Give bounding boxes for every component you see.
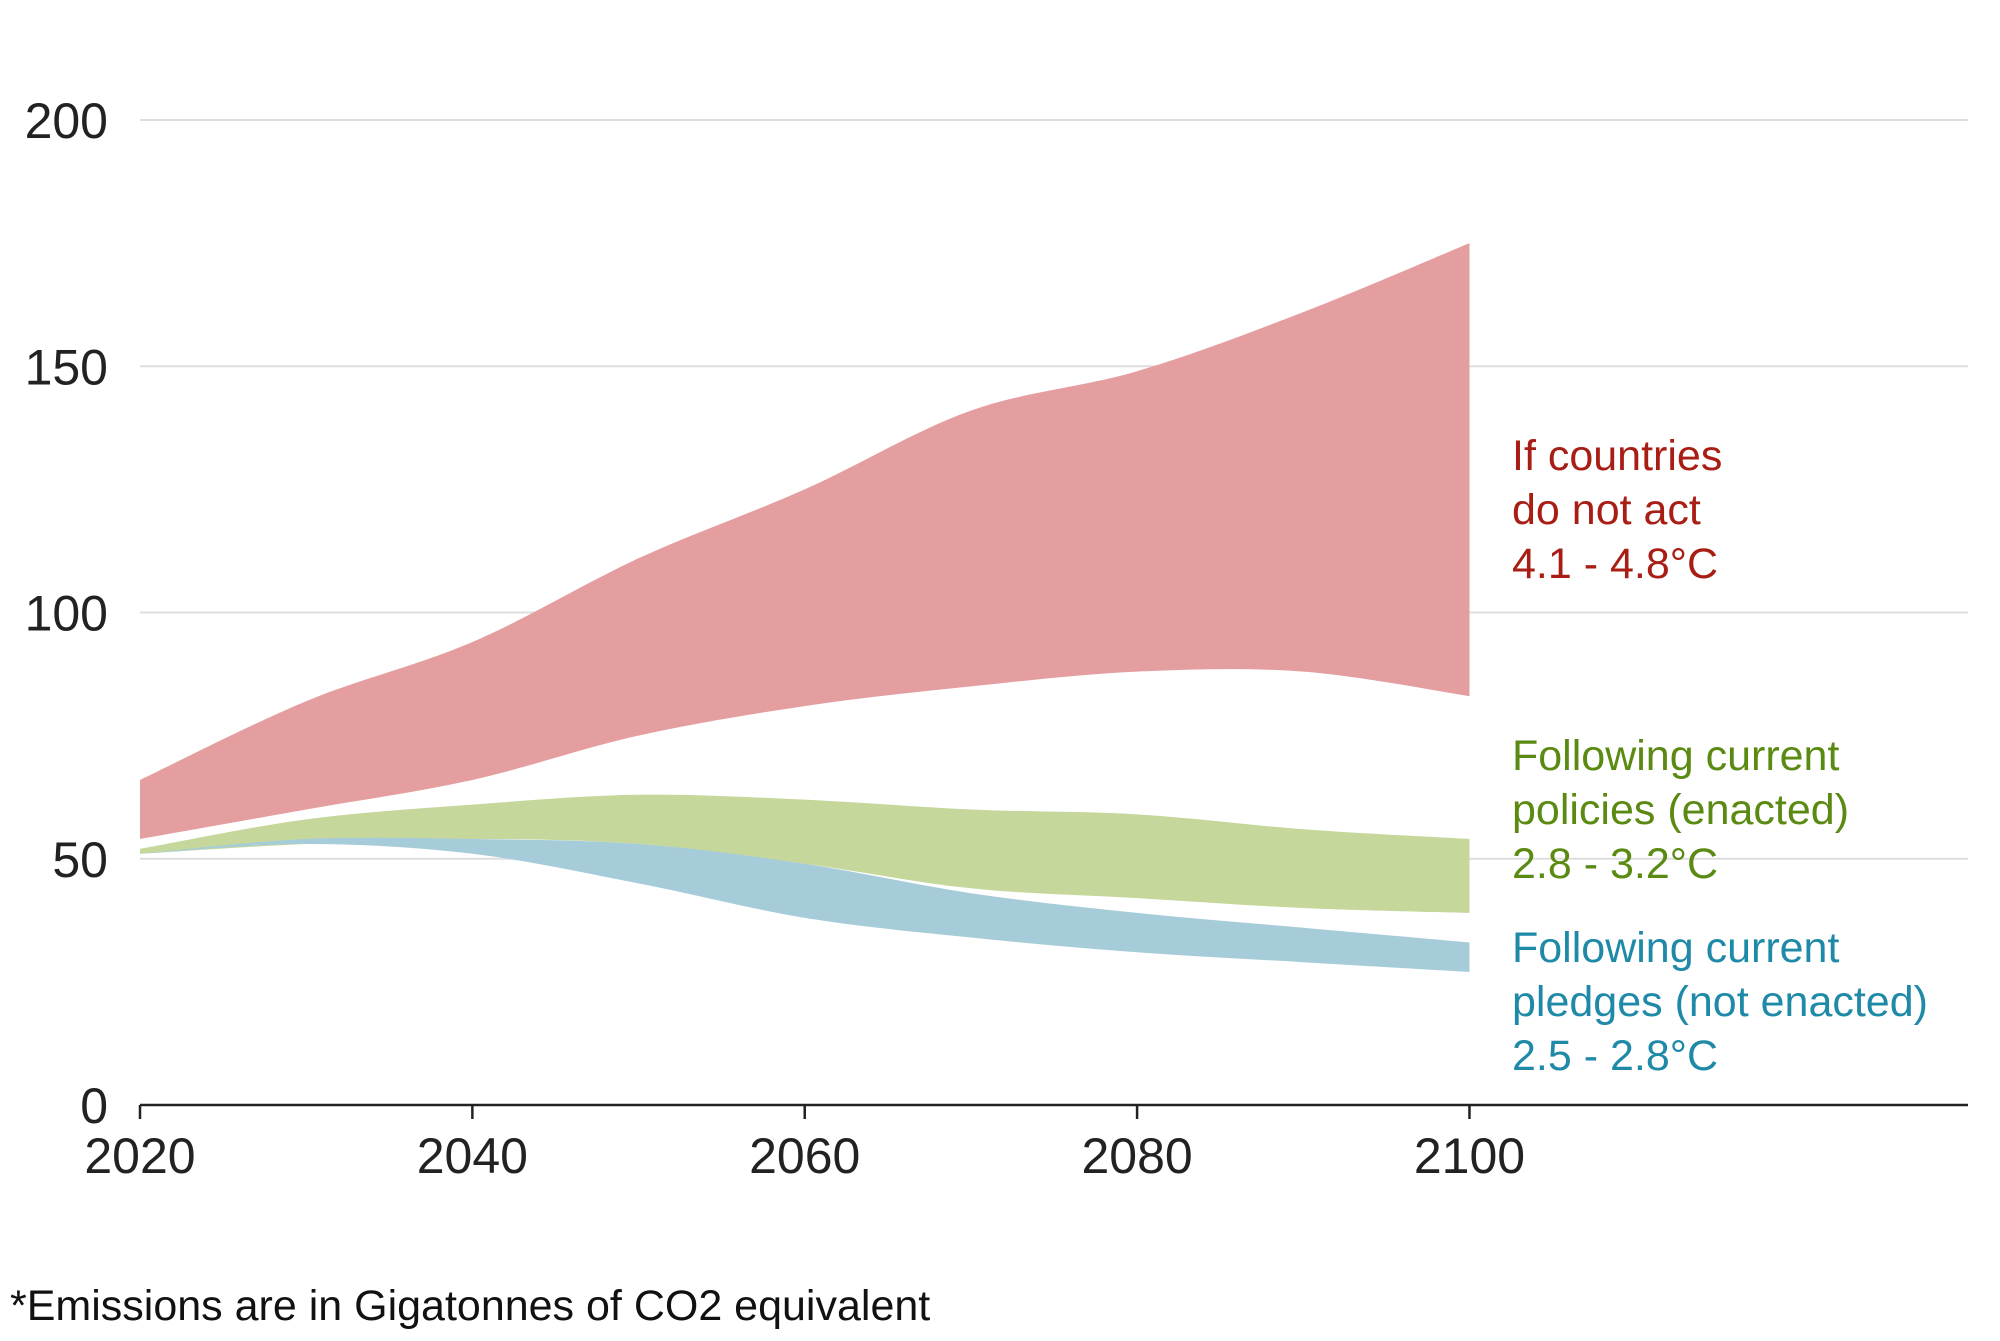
footnote: *Emissions are in Gigatonnes of CO2 equi…: [10, 1282, 931, 1330]
series-label-line: 2.5 - 2.8°C: [1512, 1032, 1718, 1080]
axes: 0 50 100 150 200 2020 2040 2060 2080 2100: [25, 93, 1968, 1184]
y-tick-label: 100: [25, 586, 108, 642]
y-tick-label: 150: [25, 339, 108, 395]
x-tick-label: 2100: [1414, 1128, 1525, 1184]
series-label-line: If countries: [1512, 432, 1722, 480]
y-tick-label: 200: [25, 93, 108, 149]
y-tick-label: 50: [52, 832, 108, 888]
series-label-line: policies (enacted): [1512, 786, 1849, 834]
x-tick-label: 2020: [84, 1128, 195, 1184]
series-label-line: 2.8 - 3.2°C: [1512, 840, 1718, 888]
series-labels: If countries do not act 4.1 - 4.8°C Followi…: [1512, 432, 1928, 1080]
series-label-line: pledges (not enacted): [1512, 978, 1928, 1026]
series-label-line: do not act: [1512, 486, 1701, 534]
x-tick-label: 2060: [749, 1128, 860, 1184]
series-label-line: Following current: [1512, 924, 1839, 972]
x-tick-label: 2080: [1081, 1128, 1192, 1184]
scenario-band-1: [140, 243, 1470, 840]
series-label-line: Following current: [1512, 732, 1839, 780]
x-tick-label: 2040: [417, 1128, 528, 1184]
scenario-bands: [140, 243, 1470, 972]
series-label-line: 4.1 - 4.8°C: [1512, 540, 1718, 588]
y-tick-label: 0: [80, 1078, 108, 1134]
scenario-band-2: [140, 794, 1470, 913]
scenario-band-3: [140, 837, 1470, 972]
